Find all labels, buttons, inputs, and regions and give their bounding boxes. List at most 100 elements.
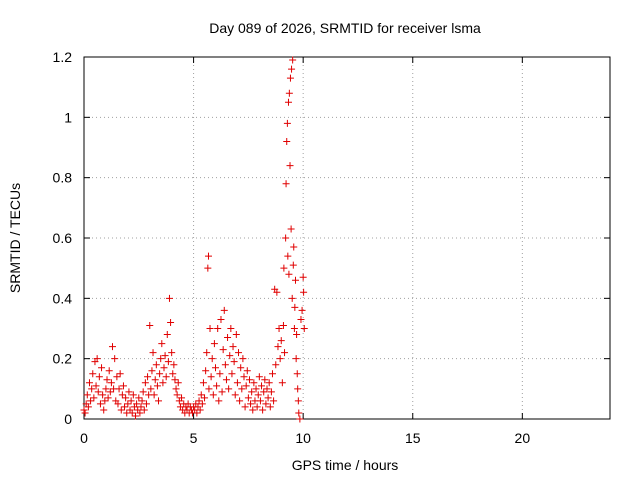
data-point bbox=[108, 343, 116, 351]
data-point bbox=[288, 65, 296, 73]
y-tick-label: 0.8 bbox=[53, 170, 73, 186]
data-point bbox=[277, 337, 285, 345]
data-point bbox=[209, 391, 217, 399]
data-point bbox=[156, 370, 164, 378]
data-point bbox=[138, 397, 146, 405]
data-point bbox=[125, 388, 133, 396]
data-point bbox=[258, 382, 266, 390]
data-point bbox=[204, 264, 212, 272]
data-point bbox=[268, 370, 276, 378]
data-point bbox=[227, 325, 235, 332]
data-point bbox=[105, 367, 113, 375]
data-point bbox=[300, 325, 308, 332]
data-point bbox=[144, 373, 152, 381]
data-point bbox=[206, 325, 214, 332]
y-tick-label: 0.2 bbox=[53, 351, 73, 367]
data-point bbox=[204, 252, 212, 260]
data-point bbox=[256, 397, 264, 405]
data-point bbox=[132, 412, 140, 420]
x-tick-label: 5 bbox=[190, 430, 198, 446]
data-point bbox=[225, 385, 233, 393]
data-point bbox=[140, 406, 148, 414]
data-point bbox=[85, 379, 93, 387]
data-point bbox=[198, 400, 206, 408]
data-point bbox=[122, 394, 130, 402]
data-point bbox=[113, 373, 121, 381]
data-point bbox=[255, 373, 263, 381]
data-point bbox=[291, 303, 299, 311]
data-point bbox=[172, 385, 180, 393]
data-point bbox=[96, 400, 104, 408]
x-tick-label: 15 bbox=[405, 430, 421, 446]
data-point bbox=[233, 379, 241, 387]
data-point bbox=[287, 225, 295, 233]
data-point bbox=[208, 355, 216, 363]
data-point bbox=[103, 376, 111, 384]
y-tick-label: 1.2 bbox=[53, 49, 73, 65]
data-point bbox=[250, 379, 258, 387]
data-point bbox=[218, 388, 226, 396]
data-point bbox=[300, 288, 308, 296]
data-point bbox=[101, 397, 109, 405]
data-point bbox=[290, 243, 298, 251]
data-point bbox=[290, 325, 298, 332]
data-point bbox=[199, 379, 207, 387]
data-point bbox=[196, 406, 204, 414]
data-point bbox=[84, 403, 92, 411]
data-point bbox=[165, 294, 173, 302]
data-point bbox=[285, 89, 293, 97]
data-point bbox=[263, 385, 271, 393]
data-point bbox=[129, 391, 137, 399]
data-point bbox=[102, 385, 110, 393]
data-point bbox=[215, 397, 223, 405]
data-point bbox=[259, 406, 267, 414]
data-point bbox=[274, 343, 282, 351]
data-point bbox=[195, 397, 203, 405]
data-point bbox=[162, 373, 170, 381]
x-tick-label: 20 bbox=[515, 430, 531, 446]
data-point bbox=[295, 409, 303, 417]
data-point bbox=[242, 382, 250, 390]
data-point bbox=[241, 403, 249, 411]
data-point bbox=[124, 400, 132, 408]
data-point bbox=[133, 400, 141, 408]
data-point bbox=[210, 340, 218, 348]
data-point bbox=[299, 273, 307, 281]
y-tick-label: 0.6 bbox=[53, 230, 73, 246]
data-point bbox=[168, 349, 176, 357]
data-point bbox=[137, 403, 145, 411]
data-point bbox=[80, 406, 88, 414]
data-point bbox=[117, 406, 125, 414]
data-point bbox=[285, 270, 293, 278]
data-point bbox=[173, 391, 181, 399]
data-point bbox=[273, 288, 281, 296]
data-point bbox=[292, 355, 300, 363]
data-point bbox=[160, 364, 168, 372]
data-point bbox=[239, 355, 247, 363]
data-point bbox=[157, 355, 165, 363]
data-point bbox=[153, 382, 161, 390]
data-point bbox=[94, 388, 102, 396]
y-tick-label: 1 bbox=[64, 109, 72, 125]
data-point bbox=[217, 315, 225, 323]
data-point bbox=[164, 358, 172, 366]
x-tick-label: 0 bbox=[80, 430, 88, 446]
data-point bbox=[249, 406, 257, 414]
data-point bbox=[205, 385, 213, 393]
data-point bbox=[212, 364, 219, 372]
data-points bbox=[80, 56, 308, 423]
data-point bbox=[95, 373, 103, 381]
data-point bbox=[193, 409, 201, 417]
data-point bbox=[197, 391, 205, 399]
data-point bbox=[150, 391, 158, 399]
data-point bbox=[170, 361, 178, 369]
data-point bbox=[107, 379, 115, 387]
axis-ticks: 0 5 10 15 20 0 0.2 0.4 0.6 0.8 1 1.2 bbox=[53, 49, 610, 446]
data-point bbox=[296, 415, 304, 423]
data-point bbox=[99, 391, 107, 399]
data-point bbox=[267, 388, 275, 396]
data-point bbox=[119, 382, 127, 390]
gridlines bbox=[84, 57, 610, 419]
data-point bbox=[289, 261, 297, 269]
